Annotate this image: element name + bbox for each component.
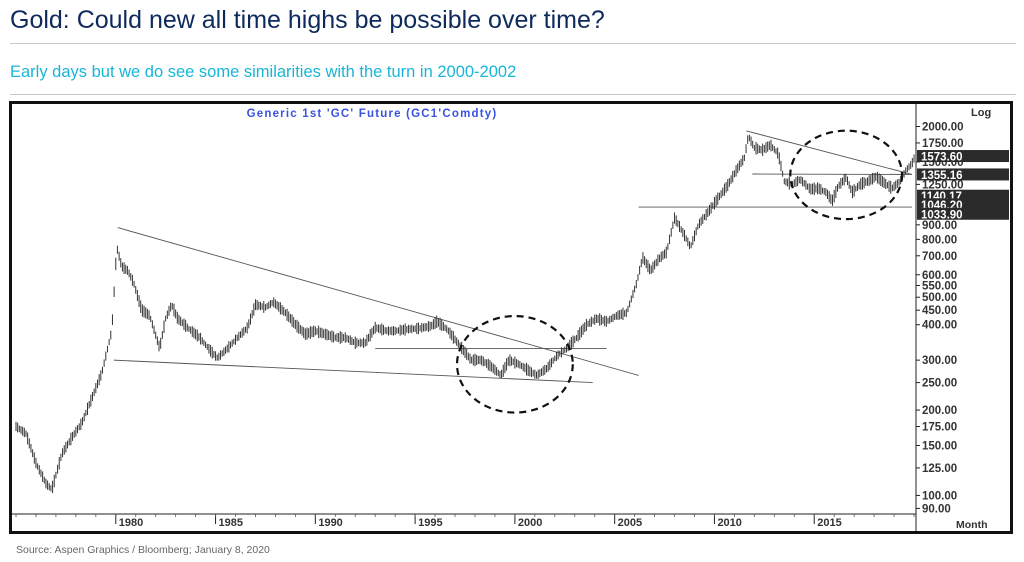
price-tag-box <box>917 198 1009 211</box>
highlight-ellipse <box>789 129 904 221</box>
y-tick-label: 500.00 <box>922 292 957 304</box>
y-tick-label: 2000.00 <box>922 122 964 134</box>
x-tick-label: 1980 <box>119 517 143 529</box>
y-tick-label: 550.00 <box>922 280 957 292</box>
price-tag-box <box>917 150 1009 163</box>
y-tick-label: 1250.00 <box>922 179 964 191</box>
x-tick-label: 2010 <box>717 517 741 529</box>
y-tick-label: 700.00 <box>922 251 957 263</box>
source-note: Source: Aspen Graphics / Bloomberg; Janu… <box>16 544 270 556</box>
y-tick-label: 400.00 <box>922 320 957 332</box>
y-tick-label: 100.00 <box>922 490 957 502</box>
y-tick-label: 200.00 <box>922 405 957 417</box>
x-tick-label: 2005 <box>618 517 642 529</box>
highlight-ellipses <box>455 129 904 414</box>
y-tick-label: 800.00 <box>922 234 957 246</box>
y-tick-label: 250.00 <box>922 378 957 390</box>
x-tick-label: 2015 <box>817 517 841 529</box>
y-tick-label: 1750.00 <box>922 138 964 150</box>
y-tick-label: 175.00 <box>922 422 957 434</box>
price-tag-label: 1033.90 <box>921 209 963 221</box>
period-label: Month <box>956 519 988 531</box>
trendline <box>117 227 639 376</box>
price-tag-label: 1355.16 <box>921 170 963 182</box>
x-tick-label: 1990 <box>318 517 342 529</box>
title-divider <box>10 43 1016 44</box>
log-scale-label: Log <box>971 107 991 119</box>
trendlines <box>113 130 913 384</box>
trendline <box>113 359 593 384</box>
chart-title: Generic 1st 'GC' Future (GC1'Comdty) <box>247 108 498 120</box>
price-tag-label: 1573.60 <box>921 152 963 164</box>
y-tick-label: 600.00 <box>922 270 957 282</box>
y-tick-label: 90.00 <box>922 503 951 515</box>
x-tick-label: 1995 <box>418 517 442 529</box>
y-tick-label: 150.00 <box>922 440 957 452</box>
page-title: Gold: Could new all time highs be possib… <box>10 6 605 34</box>
y-tick-label: 900.00 <box>922 220 957 232</box>
x-tick-label: 2000 <box>518 517 542 529</box>
y-tick-label: 125.00 <box>922 463 957 475</box>
trendline <box>746 130 913 175</box>
price-tag-box <box>917 207 1009 220</box>
chart-frame: 90.00 100.00 125.00 150.00 175.00 200.00 250.0… <box>9 101 1013 534</box>
y-tick-label: 300.00 <box>922 355 957 367</box>
price-tag-box <box>917 168 1009 181</box>
page-subtitle: Early days but we do see some similariti… <box>10 63 517 81</box>
y-tick-label: 450.00 <box>922 305 957 317</box>
subtitle-divider <box>10 94 1016 95</box>
highlight-ellipse <box>455 314 574 414</box>
price-series <box>15 134 915 494</box>
x-tick-label: 1985 <box>219 517 243 529</box>
